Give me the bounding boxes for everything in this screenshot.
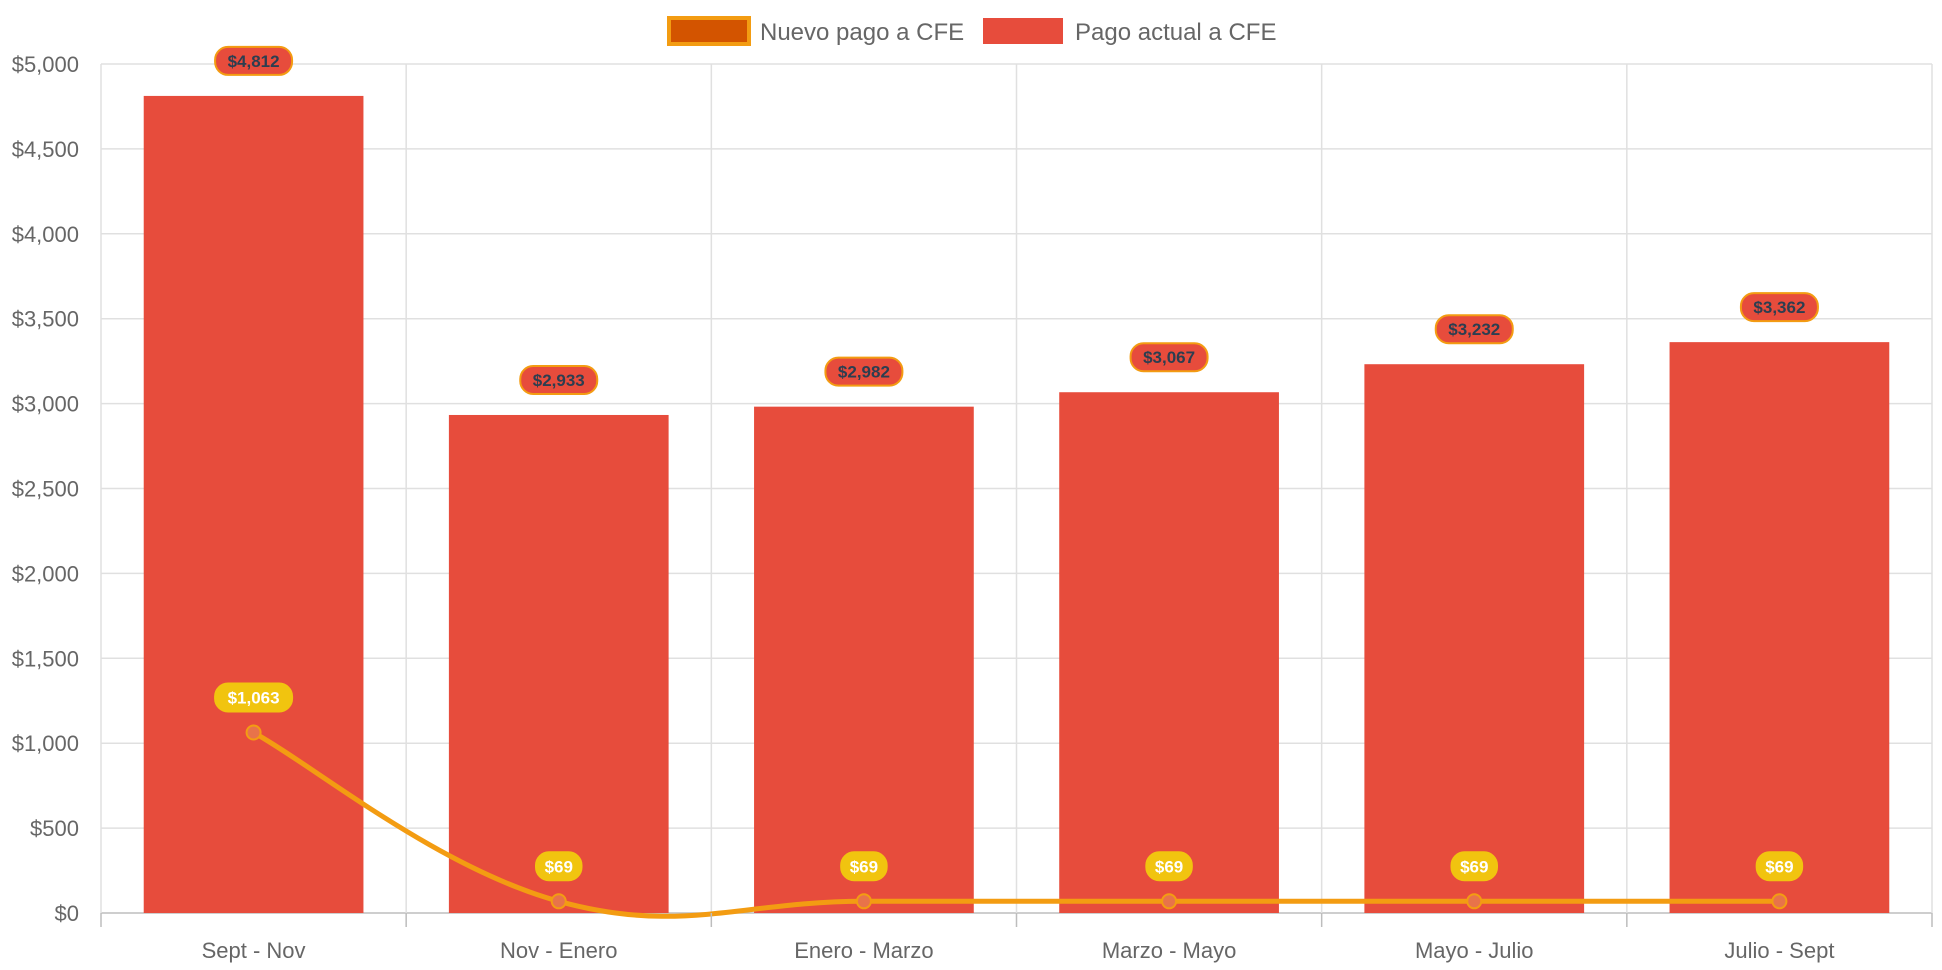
line-value-label: $69 <box>1145 851 1193 882</box>
bar[interactable] <box>1059 392 1279 913</box>
bar-value-label: $3,067 <box>1129 342 1209 373</box>
line-series <box>245 724 1788 919</box>
line-point[interactable] <box>1771 893 1788 910</box>
line-value-label-bg <box>1145 851 1193 882</box>
legend-swatch-bar <box>983 18 1063 44</box>
y-tick-label: $2,000 <box>12 561 79 586</box>
bar-value-label: $3,232 <box>1434 314 1514 345</box>
line-value-label: $69 <box>535 851 583 882</box>
x-tick-label: Marzo - Mayo <box>1102 938 1236 963</box>
line-value-label-text: $1,063 <box>228 689 280 708</box>
bar-value-label-text: $2,933 <box>533 371 585 390</box>
y-tick-label: $4,000 <box>12 222 79 247</box>
bar-value-label-text: $4,812 <box>228 52 280 71</box>
grid <box>100 63 1933 914</box>
x-tick-label: Julio - Sept <box>1724 938 1834 963</box>
x-tick-label: Sept - Nov <box>202 938 306 963</box>
legend-swatch-line <box>667 16 751 46</box>
bar-value-label-text: $2,982 <box>838 363 890 382</box>
y-tick-label: $1,000 <box>12 731 79 756</box>
y-tick-label: $500 <box>30 816 79 841</box>
line-series-path <box>251 730 1782 919</box>
bar[interactable] <box>448 414 669 913</box>
line-value-label-bg <box>1450 851 1498 882</box>
line-value-label-text: $69 <box>545 857 573 876</box>
line-point[interactable] <box>1161 893 1178 910</box>
x-tick-label: Mayo - Julio <box>1415 938 1534 963</box>
line-point[interactable] <box>855 893 872 910</box>
line-value-label: $1,063 <box>214 682 294 713</box>
bar[interactable] <box>1364 364 1585 913</box>
legend-item-line[interactable]: Nuevo pago a CFE <box>667 16 964 46</box>
x-tick-label: Enero - Marzo <box>794 938 933 963</box>
y-tick-label: $3,500 <box>12 307 79 332</box>
line-value-label: $69 <box>1755 851 1804 882</box>
bar-value-label-bg <box>1739 292 1819 323</box>
bar-value-label-bg <box>824 356 904 387</box>
bar-value-label: $2,982 <box>824 356 904 387</box>
bar-series <box>143 95 1890 913</box>
data-labels: $4,812 $2,933 $2,982 $3,067 $3,232 $3,362 $1,0… <box>214 45 1819 882</box>
axes: $0 $500 $1,000 $1,500 $2,000 $2,500 $3,000 $3,5… <box>12 52 1933 963</box>
line-value-label-bg <box>214 682 294 713</box>
line-value-label-bg <box>535 851 583 882</box>
bar-value-label-bg <box>519 364 599 395</box>
line-value-label-text: $69 <box>1155 857 1183 876</box>
y-tick-label: $2,500 <box>12 477 79 502</box>
line-value-label-text: $69 <box>850 857 878 876</box>
line-value-label-text: $69 <box>1460 857 1488 876</box>
y-tick-label: $4,500 <box>12 137 79 162</box>
line-value-label: $69 <box>840 851 888 882</box>
bar-value-label-bg <box>1434 314 1514 345</box>
bar-value-label: $3,362 <box>1739 292 1819 323</box>
bar[interactable] <box>143 95 364 913</box>
legend-label-line: Nuevo pago a CFE <box>760 19 964 46</box>
bar-value-label-text: $3,067 <box>1143 348 1195 367</box>
y-tick-label: $3,000 <box>12 392 79 417</box>
bar[interactable] <box>1669 342 1890 913</box>
y-tick-label: $5,000 <box>12 52 79 77</box>
line-point[interactable] <box>245 724 262 741</box>
line-point[interactable] <box>550 893 567 910</box>
bar-value-label: $2,933 <box>519 364 599 395</box>
line-point[interactable] <box>1466 893 1483 910</box>
line-value-label-bg <box>840 851 888 882</box>
bar-value-label: $4,812 <box>214 45 294 76</box>
line-value-label-text: $69 <box>1765 857 1793 876</box>
y-tick-label: $1,500 <box>12 646 79 671</box>
y-tick-label: $0 <box>55 901 79 926</box>
x-tick-label: Nov - Enero <box>500 938 617 963</box>
bar-value-label-bg <box>214 45 294 76</box>
legend-item-bar[interactable]: Pago actual a CFE <box>983 18 1276 46</box>
line-value-label-bg <box>1755 851 1804 882</box>
bar[interactable] <box>754 406 974 913</box>
bar-value-label-text: $3,362 <box>1753 298 1805 317</box>
line-value-label: $69 <box>1450 851 1498 882</box>
bar-value-label-bg <box>1129 342 1209 373</box>
legend: Nuevo pago a CFE Pago actual a CFE <box>667 16 1276 46</box>
legend-label-bar: Pago actual a CFE <box>1075 19 1276 46</box>
bar-value-label-text: $3,232 <box>1448 320 1500 339</box>
